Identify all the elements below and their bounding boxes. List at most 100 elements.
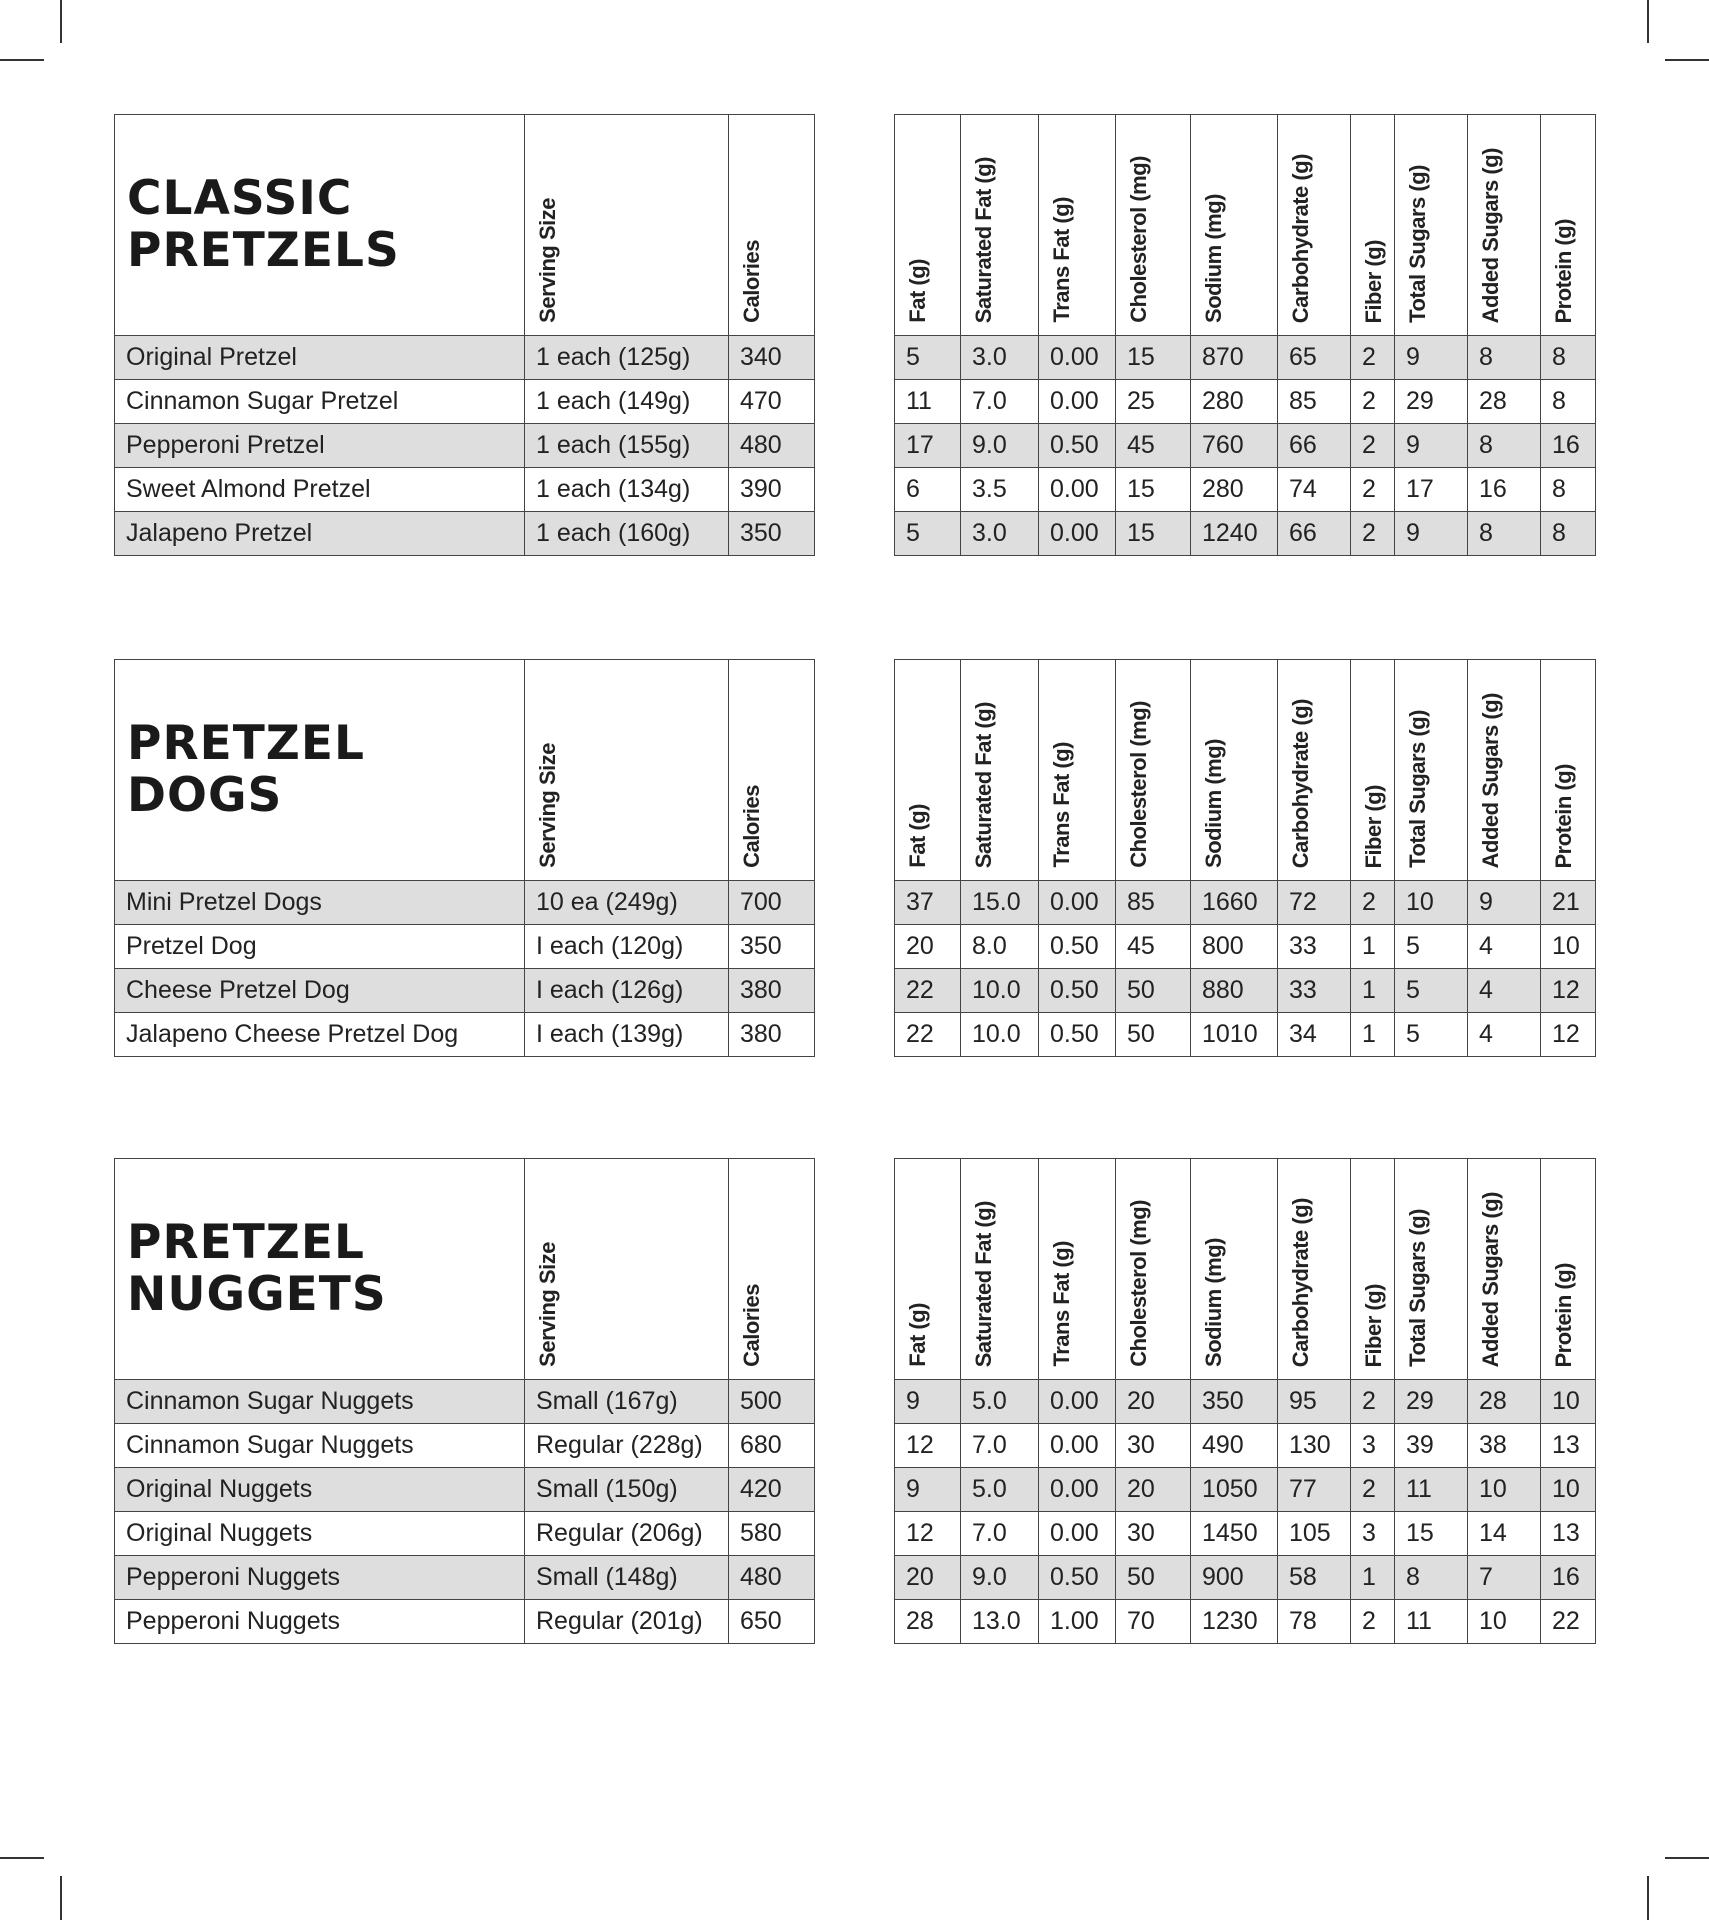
nutrient-table: Fat (g) Saturated Fat (g) Trans Fat (g) Cho… — [894, 114, 1596, 556]
nutrient-value: 10 — [1394, 880, 1468, 925]
table-row: Cinnamon Sugar Nuggets Small (167g) 500 — [114, 1379, 815, 1424]
crop-mark — [60, 0, 62, 43]
nutrient-header-label: Fiber (g) — [1361, 784, 1386, 869]
nutrient-value: 900 — [1190, 1555, 1278, 1600]
nutrient-value: 16 — [1467, 467, 1541, 512]
nutrient-value: 105 — [1277, 1511, 1351, 1556]
nutrient-header-label: Total Sugars (g) — [1405, 1209, 1430, 1367]
nutrient-header-label: Fat (g) — [905, 804, 930, 868]
nutrient-value: 28 — [894, 1599, 961, 1644]
nutrient-value: 9 — [894, 1379, 961, 1424]
nutrient-value: 9 — [1467, 880, 1541, 925]
nutrient-value: 58 — [1277, 1555, 1351, 1600]
nutrient-value: 130 — [1277, 1423, 1351, 1468]
serving-size: Regular (201g) — [524, 1599, 729, 1644]
nutrient-header: Sodium (mg) — [1190, 114, 1278, 336]
nutrient-header-label: Sodium (mg) — [1201, 739, 1226, 868]
nutrient-header: Carbohydrate (g) — [1277, 659, 1351, 881]
nutrient-value: 5.0 — [960, 1379, 1039, 1424]
nutrient-value: 10.0 — [960, 1012, 1039, 1057]
nutrient-value: 0.00 — [1038, 467, 1116, 512]
serving-size: 1 each (160g) — [524, 511, 729, 556]
nutrient-value: 3.0 — [960, 335, 1039, 380]
calories-header-label: Calories — [739, 1284, 764, 1367]
table-row: 12 7.0 0.00 30 490 130 3 39 38 13 — [894, 1423, 1596, 1468]
nutrient-value: 5 — [1394, 1012, 1468, 1057]
nutrient-value: 45 — [1115, 423, 1191, 468]
nutrient-header: Protein (g) — [1540, 114, 1596, 336]
calories: 700 — [728, 880, 815, 925]
nutrient-header-label: Fat (g) — [905, 259, 930, 323]
item-name: Mini Pretzel Dogs — [114, 880, 525, 925]
table-row: 20 9.0 0.50 50 900 58 1 8 7 16 — [894, 1555, 1596, 1600]
table-row: Pretzel Dog I each (120g) 350 — [114, 924, 815, 969]
nutrient-value: 78 — [1277, 1599, 1351, 1644]
calories: 350 — [728, 924, 815, 969]
nutrient-header-label: Saturated Fat (g) — [971, 701, 996, 868]
nutrient-value: 28 — [1467, 1379, 1541, 1424]
item-name: Original Pretzel — [114, 335, 525, 380]
section-title: PRETZEL DOGS — [127, 716, 365, 823]
table-row: 5 3.0 0.00 15 1240 66 2 9 8 8 — [894, 511, 1596, 556]
nutrient-table: Fat (g) Saturated Fat (g) Trans Fat (g) Cho… — [894, 659, 1596, 1057]
header-row: PRETZEL NUGGETS Serving Size Calories — [114, 1158, 815, 1380]
nutrient-value: 10.0 — [960, 968, 1039, 1013]
table-row: Original Pretzel 1 each (125g) 340 — [114, 335, 815, 380]
nutrient-value: 10 — [1467, 1467, 1541, 1512]
nutrient-header-label: Cholesterol (mg) — [1126, 1200, 1151, 1367]
crop-mark — [0, 1857, 44, 1859]
item-name: Cheese Pretzel Dog — [114, 968, 525, 1013]
calories: 680 — [728, 1423, 815, 1468]
serving-size: Small (167g) — [524, 1379, 729, 1424]
table-row: 11 7.0 0.00 25 280 85 2 29 28 8 — [894, 379, 1596, 424]
serving-size: 10 ea (249g) — [524, 880, 729, 925]
serving-size-header: Serving Size — [524, 659, 729, 881]
section-title-cell: CLASSIC PRETZELS — [114, 114, 525, 336]
nutrient-value: 1 — [1350, 1012, 1395, 1057]
nutrient-value: 0.50 — [1038, 924, 1116, 969]
nutrient-header: Fat (g) — [894, 659, 961, 881]
nutrient-value: 0.00 — [1038, 880, 1116, 925]
nutrient-value: 10 — [1540, 1379, 1596, 1424]
nutrient-header: Added Sugars (g) — [1467, 659, 1541, 881]
nutrient-header-label: Cholesterol (mg) — [1126, 701, 1151, 868]
nutrient-value: 0.50 — [1038, 423, 1116, 468]
nutrient-value: 0.00 — [1038, 1423, 1116, 1468]
item-name: Pepperoni Nuggets — [114, 1555, 525, 1600]
nutrient-value: 0.00 — [1038, 379, 1116, 424]
nutrient-value: 0.50 — [1038, 1555, 1116, 1600]
nutrient-value: 0.00 — [1038, 1511, 1116, 1556]
nutrient-value: 9 — [894, 1467, 961, 1512]
nutrient-header: Total Sugars (g) — [1394, 114, 1468, 336]
calories: 380 — [728, 1012, 815, 1057]
nutrient-header: Fiber (g) — [1350, 1158, 1395, 1380]
serving-size: Small (150g) — [524, 1467, 729, 1512]
serving-size-header-label: Serving Size — [535, 1242, 560, 1367]
nutrient-value: 7 — [1467, 1555, 1541, 1600]
nutrient-value: 20 — [1115, 1379, 1191, 1424]
item-name: Cinnamon Sugar Nuggets — [114, 1423, 525, 1468]
table-row: Cinnamon Sugar Pretzel 1 each (149g) 470 — [114, 379, 815, 424]
calories: 350 — [728, 511, 815, 556]
nutrient-value: 11 — [1394, 1599, 1468, 1644]
nutrient-value: 1.00 — [1038, 1599, 1116, 1644]
nutrient-header: Fat (g) — [894, 114, 961, 336]
nutrient-value: 72 — [1277, 880, 1351, 925]
nutrient-value: 29 — [1394, 1379, 1468, 1424]
nutrient-value: 30 — [1115, 1423, 1191, 1468]
nutrient-value: 1010 — [1190, 1012, 1278, 1057]
nutrient-value: 8.0 — [960, 924, 1039, 969]
serving-size-header: Serving Size — [524, 114, 729, 336]
crop-mark — [0, 59, 44, 61]
nutrient-value: 77 — [1277, 1467, 1351, 1512]
nutrient-header: Total Sugars (g) — [1394, 659, 1468, 881]
section-title: PRETZEL NUGGETS — [127, 1215, 387, 1322]
nutrient-header-label: Carbohydrate (g) — [1288, 698, 1313, 868]
nutrient-value: 11 — [1394, 1467, 1468, 1512]
serving-size: 1 each (134g) — [524, 467, 729, 512]
table-row: 22 10.0 0.50 50 1010 34 1 5 4 12 — [894, 1012, 1596, 1057]
nutrient-value: 22 — [1540, 1599, 1596, 1644]
nutrient-header: Carbohydrate (g) — [1277, 114, 1351, 336]
table-row: Jalapeno Pretzel 1 each (160g) 350 — [114, 511, 815, 556]
nutrient-header: Cholesterol (mg) — [1115, 659, 1191, 881]
